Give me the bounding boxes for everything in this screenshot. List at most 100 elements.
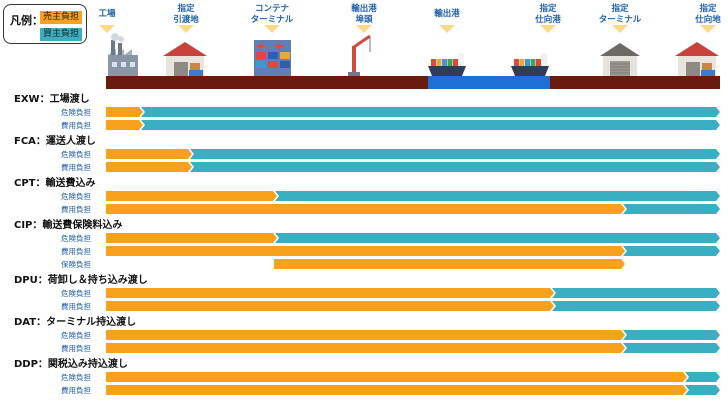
location-factory: 工場 xyxy=(98,8,116,33)
buyer-bar xyxy=(623,343,720,353)
buyer-bar xyxy=(141,107,720,117)
buyer-bar xyxy=(275,191,720,201)
seller-bar xyxy=(106,162,192,172)
row-label: 費用負担 xyxy=(61,204,91,214)
buyer-bar xyxy=(552,301,720,311)
term-row: 危険負担 xyxy=(61,107,720,117)
row-label: 危険負担 xyxy=(61,191,91,201)
seller-bar xyxy=(106,372,687,382)
land-strip xyxy=(106,76,720,89)
location-marker-icon xyxy=(700,25,716,33)
row-label: 費用負担 xyxy=(61,162,91,172)
term-title: DAT：ターミナル持込渡し xyxy=(14,315,136,328)
warehouse-icon xyxy=(163,42,207,76)
legend: 凡例： 売主負担 買主負担 xyxy=(3,4,87,44)
transport-scene xyxy=(106,33,720,89)
legend-buyer-chip: 買主負担 xyxy=(40,28,83,41)
ship-icon xyxy=(428,53,466,76)
row-label: 保険負担 xyxy=(61,259,91,269)
seller-bar xyxy=(106,191,277,201)
location-marker-icon xyxy=(356,25,372,33)
location-label: 引渡地 xyxy=(173,14,199,25)
seller-bar xyxy=(106,385,687,395)
buyer-bar xyxy=(141,120,720,130)
term-title: FCA：運送人渡し xyxy=(14,134,96,147)
row-label: 費用負担 xyxy=(61,385,91,395)
buyer-bar xyxy=(685,372,720,382)
seller-bar xyxy=(106,330,625,340)
term-title: DPU：荷卸し＆持ち込み渡し xyxy=(14,273,148,286)
terminal-icon xyxy=(600,43,640,76)
location-label: 仕向地 xyxy=(694,14,721,25)
location-label: ターミナル xyxy=(599,14,642,25)
location-marker-icon xyxy=(439,25,455,33)
term-row: 危険負担 xyxy=(61,372,720,382)
seller-bar xyxy=(106,149,192,159)
term-title: EXW：工場渡し xyxy=(14,92,90,105)
location-label: 指定 xyxy=(539,3,557,14)
term-row: 費用負担 xyxy=(61,162,720,172)
buyer-bar xyxy=(623,204,720,214)
row-label: 危険負担 xyxy=(61,149,91,159)
buyer-bar xyxy=(275,233,720,243)
row-label: 危険負担 xyxy=(61,330,91,340)
warehouse-icon xyxy=(675,42,719,76)
location-label: コンテナ xyxy=(255,4,290,14)
crane-icon xyxy=(348,34,371,76)
row-label: 費用負担 xyxy=(61,246,91,256)
location-label: 輸出港 xyxy=(351,3,377,14)
seller-bar xyxy=(106,246,625,256)
buyer-bar xyxy=(552,288,720,298)
location-label: 指定 xyxy=(699,3,717,14)
term-title: DDP：関税込み持込渡し xyxy=(14,357,128,370)
row-label: 危険負担 xyxy=(61,288,91,298)
row-label: 危険負担 xyxy=(61,107,91,117)
term-row: 危険負担 xyxy=(61,288,720,298)
term-row: 危険負担 xyxy=(61,149,720,159)
term-row: 費用負担 xyxy=(61,204,720,214)
location-label: 指定 xyxy=(611,3,629,14)
term-title: CIP：輸送費保険料込み xyxy=(14,218,122,231)
ship-icon xyxy=(511,53,549,76)
term-row: 危険負担 xyxy=(61,191,720,201)
seller-bar xyxy=(106,233,277,243)
location-label: 輸出港 xyxy=(434,8,460,19)
location-label: ターミナル xyxy=(251,14,294,25)
terms-list: EXW：工場渡し危険負担費用負担FCA：運送人渡し危険負担費用負担CPT：輸送費… xyxy=(14,92,720,395)
buyer-bar xyxy=(623,330,720,340)
term-title: CPT：輸送費込み xyxy=(14,176,96,189)
location-label: 指定 xyxy=(177,3,195,14)
insurance-bar xyxy=(274,259,625,269)
row-label: 費用負担 xyxy=(61,301,91,311)
location-marker-icon xyxy=(178,25,194,33)
buyer-bar xyxy=(623,246,720,256)
legend-seller-chip: 売主負担 xyxy=(40,11,83,24)
row-label: 費用負担 xyxy=(61,343,91,353)
factory-icon xyxy=(108,33,138,76)
location-export_port: 輸出港 xyxy=(434,8,460,33)
seller-bar xyxy=(106,301,554,311)
legend-title: 凡例： xyxy=(10,14,43,27)
location-label: 仕向港 xyxy=(534,14,561,25)
term-row: 危険負担 xyxy=(61,233,720,243)
buyer-bar xyxy=(685,385,720,395)
location-label: 工場 xyxy=(98,8,116,19)
row-label: 危険負担 xyxy=(61,233,91,243)
location-marker-icon xyxy=(264,25,280,33)
row-label: 費用負担 xyxy=(61,120,91,130)
term-row: 費用負担 xyxy=(61,120,720,130)
sea-strip xyxy=(428,76,550,89)
